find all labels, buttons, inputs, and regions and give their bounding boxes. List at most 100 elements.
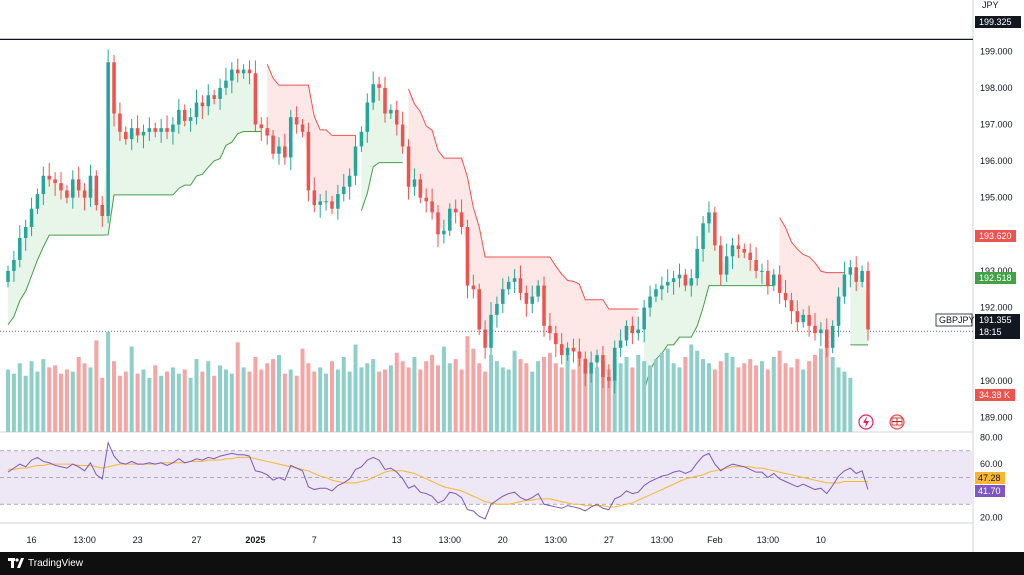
volume-bar xyxy=(583,365,588,432)
candle-body xyxy=(630,325,635,334)
candle-body xyxy=(353,146,358,176)
volume-bar xyxy=(6,369,10,432)
volume-bar xyxy=(312,371,317,432)
volume-bar xyxy=(754,365,759,432)
volume-bar xyxy=(718,361,723,432)
candle-body xyxy=(153,128,158,132)
volume-bar xyxy=(165,371,170,432)
volume-bar xyxy=(595,367,600,432)
candle-body xyxy=(612,347,617,381)
candle-body xyxy=(477,289,481,330)
candle-body xyxy=(683,274,688,286)
candle-body xyxy=(288,117,293,158)
time-tick-label: 7 xyxy=(312,535,317,545)
candle-body xyxy=(453,208,458,213)
volume-bar xyxy=(76,357,81,432)
time-tick-label: 13 xyxy=(392,535,402,545)
candle-body xyxy=(607,377,611,381)
flag-event-icon[interactable] xyxy=(889,414,905,430)
volume-bar xyxy=(465,336,470,432)
candle-body xyxy=(359,131,364,147)
candle-body xyxy=(259,124,264,129)
candle-body xyxy=(495,303,499,315)
volume-bar xyxy=(759,361,764,432)
volume-bar xyxy=(447,363,452,432)
high-line-tag: 199.325 xyxy=(975,16,1021,28)
volume-bar xyxy=(730,357,735,432)
candle-body xyxy=(100,205,105,217)
volume-bar xyxy=(494,361,499,432)
candle-body xyxy=(665,281,670,286)
candle-body xyxy=(347,175,352,187)
volume-bar xyxy=(706,363,711,432)
candle-body xyxy=(400,124,405,147)
supertrend-down-line xyxy=(266,64,356,136)
candle-body xyxy=(583,358,588,374)
supertrend-up-zone xyxy=(8,71,262,325)
volume-bar xyxy=(547,352,552,432)
candle-body xyxy=(141,131,146,136)
candle-body xyxy=(300,124,305,132)
candle-body xyxy=(830,325,835,348)
candle-body xyxy=(29,208,34,227)
volume-bar xyxy=(636,354,641,432)
candle-body xyxy=(689,278,694,286)
tradingview-logo[interactable]: TradingView xyxy=(8,557,83,569)
candle-body xyxy=(577,351,582,359)
volume-bar xyxy=(53,365,58,432)
volume-bar xyxy=(294,375,299,432)
symbol-price-tag: GBPJPY 191.355 18:15 xyxy=(935,313,1020,339)
volume-bar xyxy=(382,369,387,432)
candle-body xyxy=(371,84,375,103)
candle-body xyxy=(12,259,16,271)
candle-body xyxy=(448,208,452,231)
volume-bar xyxy=(577,359,582,432)
candle-body xyxy=(854,267,858,282)
candle-body xyxy=(730,245,735,257)
candle-body xyxy=(406,146,411,187)
rsi-value: 41.70 xyxy=(978,486,1001,496)
time-tick-label: 13:00 xyxy=(651,535,674,545)
candle-body xyxy=(530,296,535,304)
candle-body xyxy=(265,128,269,136)
volume-bar xyxy=(347,371,352,432)
volume-bar xyxy=(353,344,358,432)
time-tick-label: 10 xyxy=(816,535,826,545)
candle-body xyxy=(795,311,800,323)
brand-name: TradingView xyxy=(28,557,84,569)
high-line-value: 199.325 xyxy=(979,17,1012,27)
candle-body xyxy=(718,245,723,275)
volume-bar xyxy=(170,367,175,432)
volume-bar xyxy=(106,332,111,432)
volume-bar xyxy=(618,363,623,432)
time-tick-label: 13:00 xyxy=(73,535,96,545)
volume-bar xyxy=(801,369,806,432)
candle-body xyxy=(713,212,717,246)
candle-body xyxy=(35,194,40,209)
candle-body xyxy=(129,128,134,140)
candle-body xyxy=(212,95,216,99)
candle-body xyxy=(182,109,187,121)
rsi-line xyxy=(7,440,869,520)
chart-canvas[interactable]: 199.000198.000197.000196.000195.000194.0… xyxy=(0,0,1024,552)
volume-bar xyxy=(848,377,853,432)
volume-bar xyxy=(500,367,505,432)
candle-body xyxy=(383,87,387,114)
supertrend-down-zone xyxy=(408,89,639,379)
price-tick-label: 196.000 xyxy=(980,156,1013,166)
volume-bar xyxy=(82,363,87,432)
candle-body xyxy=(412,179,417,187)
chart-card: 199.000198.000197.000196.000195.000194.0… xyxy=(0,0,1024,552)
rsi-ma-tag: 47.28 xyxy=(975,472,1005,484)
candle-body xyxy=(112,62,116,114)
currency-label: JPY xyxy=(982,0,999,10)
lightning-icon[interactable] xyxy=(858,414,874,430)
candle-body xyxy=(501,289,505,304)
volume-bar xyxy=(430,354,435,432)
candle-body xyxy=(866,270,870,330)
candle-body xyxy=(6,270,10,282)
price-tick-label: 189.000 xyxy=(980,412,1013,422)
volume-bar xyxy=(182,369,187,432)
volume-bar xyxy=(288,369,293,432)
volume-bar xyxy=(642,361,647,432)
